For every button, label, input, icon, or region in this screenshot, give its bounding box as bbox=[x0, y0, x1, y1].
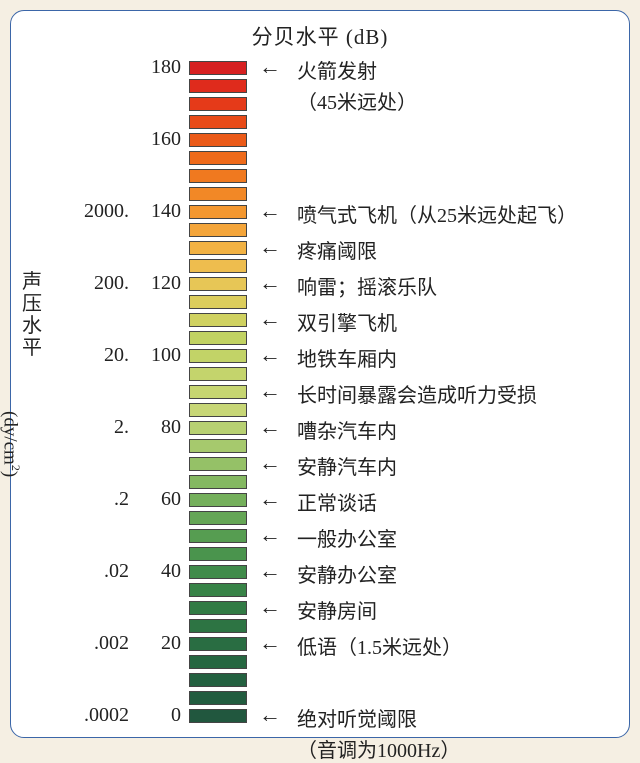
annotation-sublabel: （45米远处） bbox=[297, 86, 417, 115]
db-tick-label: 60 bbox=[131, 488, 181, 511]
y-axis-label: 声压水平 bbox=[21, 271, 43, 359]
scale-bar bbox=[189, 385, 247, 399]
annotation-label: 正常谈话 bbox=[297, 487, 377, 516]
db-tick-label: 20 bbox=[131, 632, 181, 655]
annotation-label: 响雷；摇滚乐队 bbox=[297, 271, 437, 300]
db-tick-label: 40 bbox=[131, 560, 181, 583]
sound-pressure-label: 20. bbox=[59, 344, 129, 367]
scale-bar bbox=[189, 331, 247, 345]
scale-bar bbox=[189, 529, 247, 543]
scale-bar bbox=[189, 439, 247, 453]
sound-pressure-label: 200. bbox=[59, 272, 129, 295]
scale-bar bbox=[189, 511, 247, 525]
scale-bar bbox=[189, 547, 247, 561]
arrow-icon: ← bbox=[259, 308, 281, 330]
annotation-label: 低语（1.5米远处） bbox=[297, 631, 462, 660]
scale-bar bbox=[189, 601, 247, 615]
scale-bar bbox=[189, 565, 247, 579]
scale-bar bbox=[189, 655, 247, 669]
db-tick-label: 100 bbox=[131, 344, 181, 367]
db-tick-label: 180 bbox=[131, 56, 181, 79]
arrow-icon: ← bbox=[259, 560, 281, 582]
scale-bar bbox=[189, 691, 247, 705]
annotation-label: 嘈杂汽车内 bbox=[297, 415, 397, 444]
y-axis-unit: (dy/cm2) bbox=[0, 411, 23, 477]
sound-pressure-label: .2 bbox=[59, 488, 129, 511]
scale-bar bbox=[189, 475, 247, 489]
db-tick-label: 120 bbox=[131, 272, 181, 295]
arrow-icon: ← bbox=[259, 596, 281, 618]
scale-bar bbox=[189, 223, 247, 237]
annotation-label: 地铁车厢内 bbox=[297, 343, 397, 372]
arrow-icon: ← bbox=[259, 452, 281, 474]
scale-bar bbox=[189, 205, 247, 219]
arrow-icon: ← bbox=[259, 524, 281, 546]
annotation-label: 安静汽车内 bbox=[297, 451, 397, 480]
annotation-label: 绝对听觉阈限 bbox=[297, 703, 417, 732]
annotation-label: 长时间暴露会造成听力受损 bbox=[297, 379, 537, 408]
scale-bar bbox=[189, 403, 247, 417]
chart-title: 分贝水平 (dB) bbox=[11, 21, 629, 51]
scale-bar bbox=[189, 169, 247, 183]
annotation-sublabel: （音调为1000Hz） bbox=[297, 734, 460, 763]
arrow-icon: ← bbox=[259, 56, 281, 78]
db-tick-label: 0 bbox=[131, 704, 181, 727]
annotation-label: 喷气式飞机（从25米远处起飞） bbox=[297, 199, 577, 228]
db-tick-label: 140 bbox=[131, 200, 181, 223]
scale-bar bbox=[189, 619, 247, 633]
sound-pressure-label: 2000. bbox=[59, 200, 129, 223]
sound-pressure-label: 2. bbox=[59, 416, 129, 439]
annotation-label: 一般办公室 bbox=[297, 523, 397, 552]
annotation-label: 安静办公室 bbox=[297, 559, 397, 588]
db-tick-label: 160 bbox=[131, 128, 181, 151]
scale-bar bbox=[189, 295, 247, 309]
scale-bar bbox=[189, 97, 247, 111]
arrow-icon: ← bbox=[259, 632, 281, 654]
sound-pressure-label: .0002 bbox=[59, 704, 129, 727]
scale-bar bbox=[189, 259, 247, 273]
arrow-icon: ← bbox=[259, 344, 281, 366]
scale-bar bbox=[189, 151, 247, 165]
scale-bar bbox=[189, 349, 247, 363]
sound-pressure-label: .02 bbox=[59, 560, 129, 583]
arrow-icon: ← bbox=[259, 236, 281, 258]
db-tick-label: 80 bbox=[131, 416, 181, 439]
annotation-label: 安静房间 bbox=[297, 595, 377, 624]
scale-bar bbox=[189, 241, 247, 255]
scale-bar bbox=[189, 457, 247, 471]
scale-bar bbox=[189, 637, 247, 651]
scale-bar bbox=[189, 493, 247, 507]
scale-bar bbox=[189, 583, 247, 597]
scale-bar bbox=[189, 79, 247, 93]
arrow-icon: ← bbox=[259, 200, 281, 222]
scale-bar bbox=[189, 673, 247, 687]
scale-bar bbox=[189, 61, 247, 75]
arrow-icon: ← bbox=[259, 704, 281, 726]
scale-bar bbox=[189, 187, 247, 201]
annotation-label: 双引擎飞机 bbox=[297, 307, 397, 336]
scale-bar bbox=[189, 313, 247, 327]
scale-bar bbox=[189, 133, 247, 147]
chart-card: 分贝水平 (dB) 声压水平 (dy/cm2) 1801601401201008… bbox=[10, 10, 630, 738]
arrow-icon: ← bbox=[259, 416, 281, 438]
arrow-icon: ← bbox=[259, 272, 281, 294]
annotation-label: 疼痛阈限 bbox=[297, 235, 377, 264]
scale-bar bbox=[189, 115, 247, 129]
scale-bar bbox=[189, 709, 247, 723]
scale-bar bbox=[189, 277, 247, 291]
annotation-label: 火箭发射 bbox=[297, 55, 377, 84]
scale-bar bbox=[189, 367, 247, 381]
sound-pressure-label: .002 bbox=[59, 632, 129, 655]
arrow-icon: ← bbox=[259, 488, 281, 510]
scale-bar bbox=[189, 421, 247, 435]
arrow-icon: ← bbox=[259, 380, 281, 402]
